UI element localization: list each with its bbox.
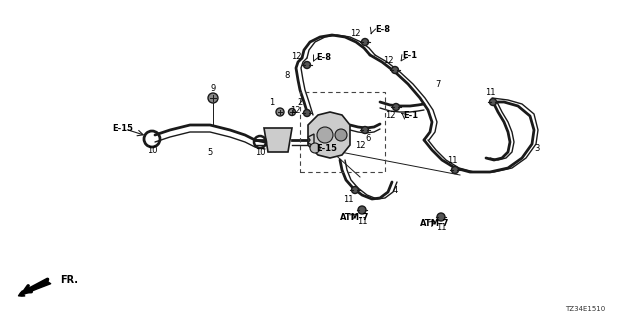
- Text: 12: 12: [291, 52, 301, 60]
- Text: 4: 4: [392, 186, 397, 195]
- Text: 2: 2: [298, 98, 303, 107]
- Text: 1: 1: [269, 98, 275, 107]
- Text: 10: 10: [147, 146, 157, 155]
- Text: 12: 12: [349, 28, 360, 37]
- Text: 5: 5: [207, 148, 212, 156]
- Text: 12: 12: [355, 140, 365, 149]
- Circle shape: [317, 127, 333, 143]
- Text: 11: 11: [484, 87, 495, 97]
- Text: 12: 12: [383, 55, 393, 65]
- Text: 11: 11: [436, 223, 446, 233]
- Text: 11: 11: [343, 195, 353, 204]
- Circle shape: [437, 213, 445, 221]
- Text: 3: 3: [534, 143, 540, 153]
- Text: 11: 11: [356, 217, 367, 226]
- Circle shape: [208, 93, 218, 103]
- Circle shape: [490, 99, 497, 106]
- Text: 11: 11: [447, 156, 457, 164]
- Text: E-15: E-15: [316, 143, 337, 153]
- Text: 7: 7: [435, 79, 441, 89]
- Circle shape: [303, 61, 310, 68]
- Polygon shape: [308, 112, 350, 158]
- Text: FR.: FR.: [60, 275, 78, 285]
- Text: 12: 12: [385, 110, 396, 119]
- Text: 6: 6: [365, 133, 371, 142]
- Circle shape: [362, 126, 369, 133]
- Circle shape: [392, 67, 399, 74]
- Text: ATM-7: ATM-7: [340, 212, 369, 221]
- Text: 10: 10: [255, 148, 265, 156]
- Text: E-15: E-15: [112, 124, 133, 132]
- Text: E-8: E-8: [316, 52, 331, 61]
- Text: E-1: E-1: [402, 51, 417, 60]
- Bar: [300, 92, 385, 172]
- Circle shape: [451, 166, 458, 173]
- Polygon shape: [264, 128, 292, 152]
- Text: E-8: E-8: [375, 25, 390, 34]
- Text: ATM-7: ATM-7: [420, 220, 449, 228]
- Circle shape: [358, 206, 366, 214]
- Circle shape: [392, 103, 399, 110]
- Circle shape: [335, 129, 347, 141]
- Circle shape: [310, 143, 320, 153]
- Circle shape: [362, 38, 369, 45]
- Text: 9: 9: [211, 84, 216, 92]
- Text: 12: 12: [290, 106, 300, 115]
- Circle shape: [303, 109, 310, 116]
- Text: E-1: E-1: [403, 110, 418, 119]
- Text: 8: 8: [284, 70, 290, 79]
- Circle shape: [351, 187, 358, 194]
- Text: TZ34E1510: TZ34E1510: [565, 306, 605, 312]
- Circle shape: [276, 108, 284, 116]
- Circle shape: [289, 108, 296, 116]
